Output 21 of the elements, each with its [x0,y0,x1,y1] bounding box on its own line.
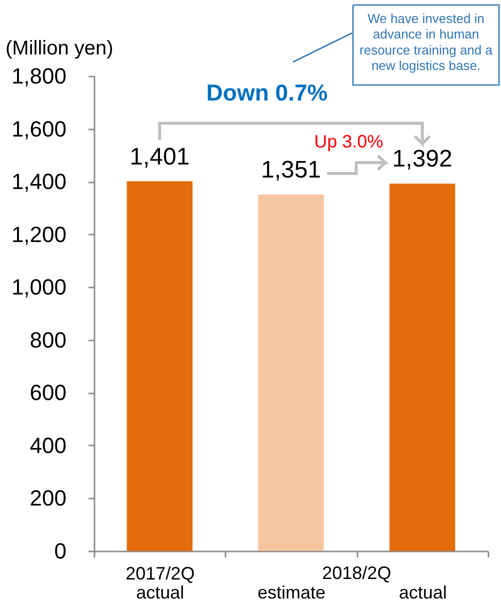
y-tick-label: 600 [30,380,66,406]
y-tick-label: 1,400 [11,169,66,194]
y-tick-label: 1,800 [11,64,66,88]
y-tick-label: 800 [30,327,66,352]
data-label: 1,401 [130,143,190,170]
y-tick-label: 1,600 [11,116,66,142]
text: We have invested in advance in human resource training and a new logistics base. [360,11,494,74]
data-label: 1,392 [392,146,452,173]
annotation: Down 0.7% [206,79,328,106]
y-tick-label: 1,200 [11,222,66,247]
x-tick-label: estimate [257,582,326,602]
y-axis-title: (Million yen) [6,38,114,60]
y-tick-label: 200 [30,486,66,511]
x-tick-label: actual [398,582,447,602]
y-tick-label: 0 [54,538,66,564]
y-tick-label: 400 [30,432,66,458]
annotation: Up 3.0% [314,132,384,152]
data-label: 1,351 [260,156,322,184]
text: 2018/2Q [322,563,392,583]
x-tick-label: 2017/2Q actual [126,564,195,602]
y-tick-label: 1,000 [11,274,66,300]
